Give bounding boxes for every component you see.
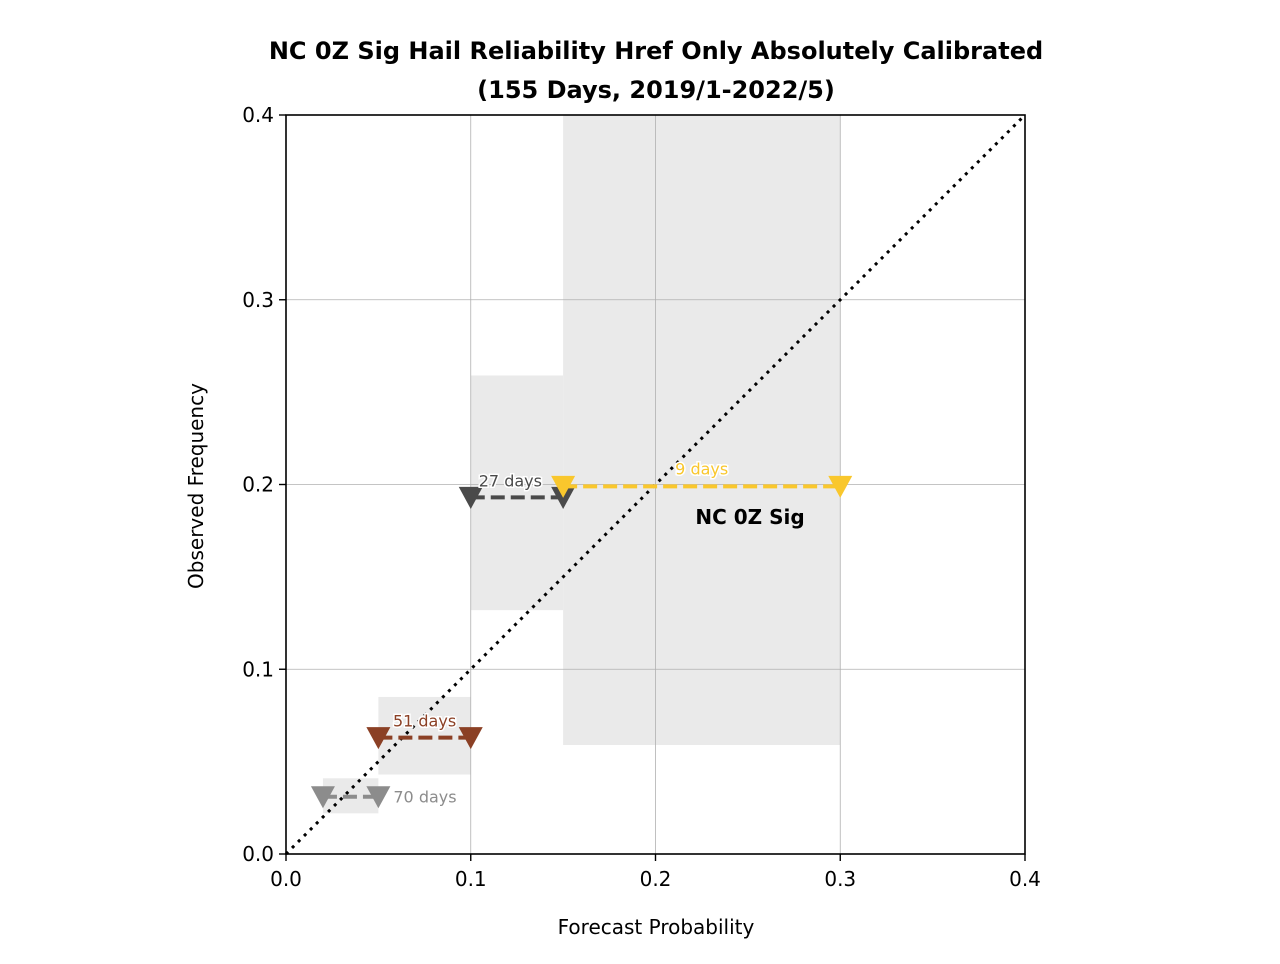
bin-day-label: 9 days (675, 459, 728, 478)
chart-subtitle: (155 Days, 2019/1-2022/5) (477, 76, 835, 104)
bin-marker (366, 786, 391, 809)
x-tick-label: 0.2 (640, 867, 672, 891)
confidence-interval-box (470, 375, 564, 611)
bin-marker (458, 727, 483, 750)
x-tick-label: 0.0 (270, 867, 302, 891)
confidence-interval-layer (322, 115, 841, 814)
bin-marker (551, 486, 576, 509)
y-axis-label: Observed Frequency (184, 383, 208, 589)
bin-day-label: 70 days (393, 788, 456, 807)
y-tick-label: 0.2 (242, 473, 274, 497)
bin-marker (366, 727, 391, 750)
bin-marker (828, 475, 853, 498)
x-tick-label: 0.4 (1009, 867, 1041, 891)
bin-marker (310, 786, 335, 809)
bin-marker (458, 486, 483, 509)
x-tick-label: 0.3 (824, 867, 856, 891)
bin-day-label: 51 days (393, 712, 456, 731)
y-tick-label: 0.1 (242, 657, 274, 681)
x-axis-label: Forecast Probability (558, 915, 755, 939)
y-tick-label: 0.3 (242, 288, 274, 312)
bin-day-label: 27 days (479, 471, 542, 490)
y-tick-label: 0.0 (242, 842, 274, 866)
y-tick-label: 0.4 (242, 103, 274, 127)
series-layer: 70 days 51 days 27 days 9 days (310, 458, 853, 809)
series-label: NC 0Z Sig (695, 505, 804, 529)
confidence-interval-box (563, 115, 841, 745)
chart-title: NC 0Z Sig Hail Reliability Href Only Abs… (269, 37, 1043, 65)
axis-layer: 0.0 0.1 0.2 0.3 0.4 0.0 0.1 0.2 0.3 0.4 (242, 103, 1041, 891)
x-tick-label: 0.1 (455, 867, 487, 891)
bin-marker (551, 475, 576, 498)
